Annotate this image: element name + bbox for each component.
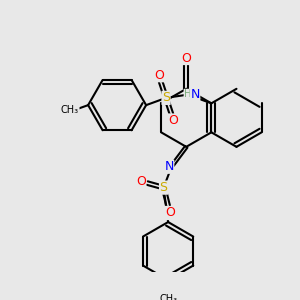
Text: O: O — [136, 175, 146, 188]
Text: N: N — [190, 88, 200, 101]
Text: S: S — [160, 181, 168, 194]
Text: H: H — [184, 89, 191, 99]
Text: O: O — [168, 114, 178, 127]
Text: S: S — [162, 92, 170, 104]
Text: O: O — [181, 52, 191, 64]
Text: N: N — [164, 160, 174, 173]
Text: CH₃: CH₃ — [61, 105, 79, 115]
Text: O: O — [154, 69, 164, 82]
Text: CH₃: CH₃ — [159, 294, 177, 300]
Text: O: O — [165, 206, 175, 220]
